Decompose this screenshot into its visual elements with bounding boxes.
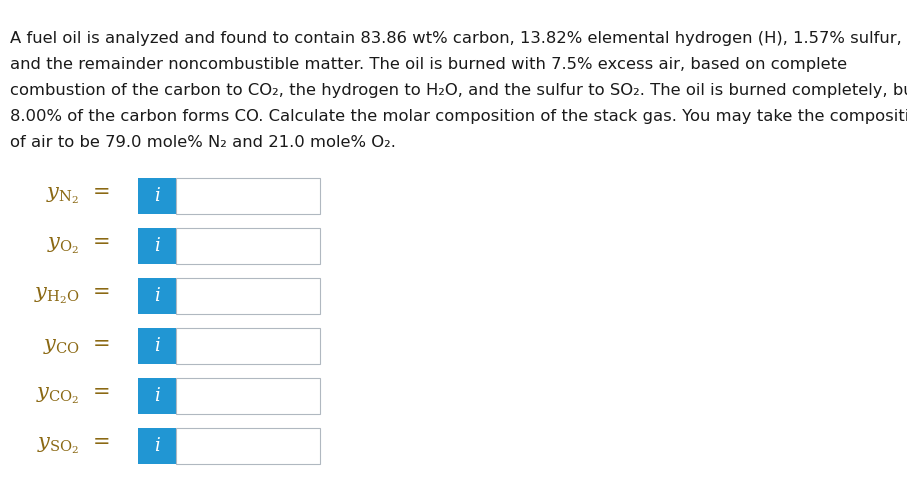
Text: $y_{\mathrm{CO_2}}$  =: $y_{\mathrm{CO_2}}$ = — [36, 386, 110, 406]
Text: combustion of the carbon to CO₂, the hydrogen to H₂O, and the sulfur to SO₂. The: combustion of the carbon to CO₂, the hyd… — [10, 83, 907, 98]
Text: $y_{\mathrm{O_2}}$  =: $y_{\mathrm{O_2}}$ = — [47, 236, 110, 256]
Text: of air to be 79.0 mole% N₂ and 21.0 mole% O₂.: of air to be 79.0 mole% N₂ and 21.0 mole… — [10, 135, 395, 150]
Text: $y_{\mathrm{H_2O}}$  =: $y_{\mathrm{H_2O}}$ = — [34, 286, 110, 306]
Text: $i$: $i$ — [153, 437, 161, 455]
Text: $y_{\mathrm{N_2}}$  =: $y_{\mathrm{N_2}}$ = — [46, 186, 110, 206]
Bar — [138, 228, 176, 264]
Text: $y_{\mathrm{SO_2}}$  =: $y_{\mathrm{SO_2}}$ = — [37, 436, 110, 456]
Bar — [176, 428, 320, 464]
Bar — [138, 428, 176, 464]
Bar — [138, 328, 176, 364]
Bar — [176, 378, 320, 414]
Bar — [176, 178, 320, 214]
Text: $i$: $i$ — [153, 237, 161, 255]
Text: $i$: $i$ — [153, 187, 161, 205]
Bar — [138, 378, 176, 414]
Text: A fuel oil is analyzed and found to contain 83.86 wt% carbon, 13.82% elemental h: A fuel oil is analyzed and found to cont… — [10, 31, 902, 46]
Text: and the remainder noncombustible matter. The oil is burned with 7.5% excess air,: and the remainder noncombustible matter.… — [10, 57, 847, 72]
Bar — [176, 278, 320, 314]
Bar — [138, 278, 176, 314]
Text: $i$: $i$ — [153, 337, 161, 355]
Text: $i$: $i$ — [153, 287, 161, 305]
Bar — [176, 328, 320, 364]
Bar — [176, 228, 320, 264]
Text: $y_{\mathrm{CO}}$  =: $y_{\mathrm{CO}}$ = — [43, 336, 110, 356]
Text: 8.00% of the carbon forms CO. Calculate the molar composition of the stack gas. : 8.00% of the carbon forms CO. Calculate … — [10, 109, 907, 124]
Text: $i$: $i$ — [153, 387, 161, 405]
Bar — [138, 178, 176, 214]
